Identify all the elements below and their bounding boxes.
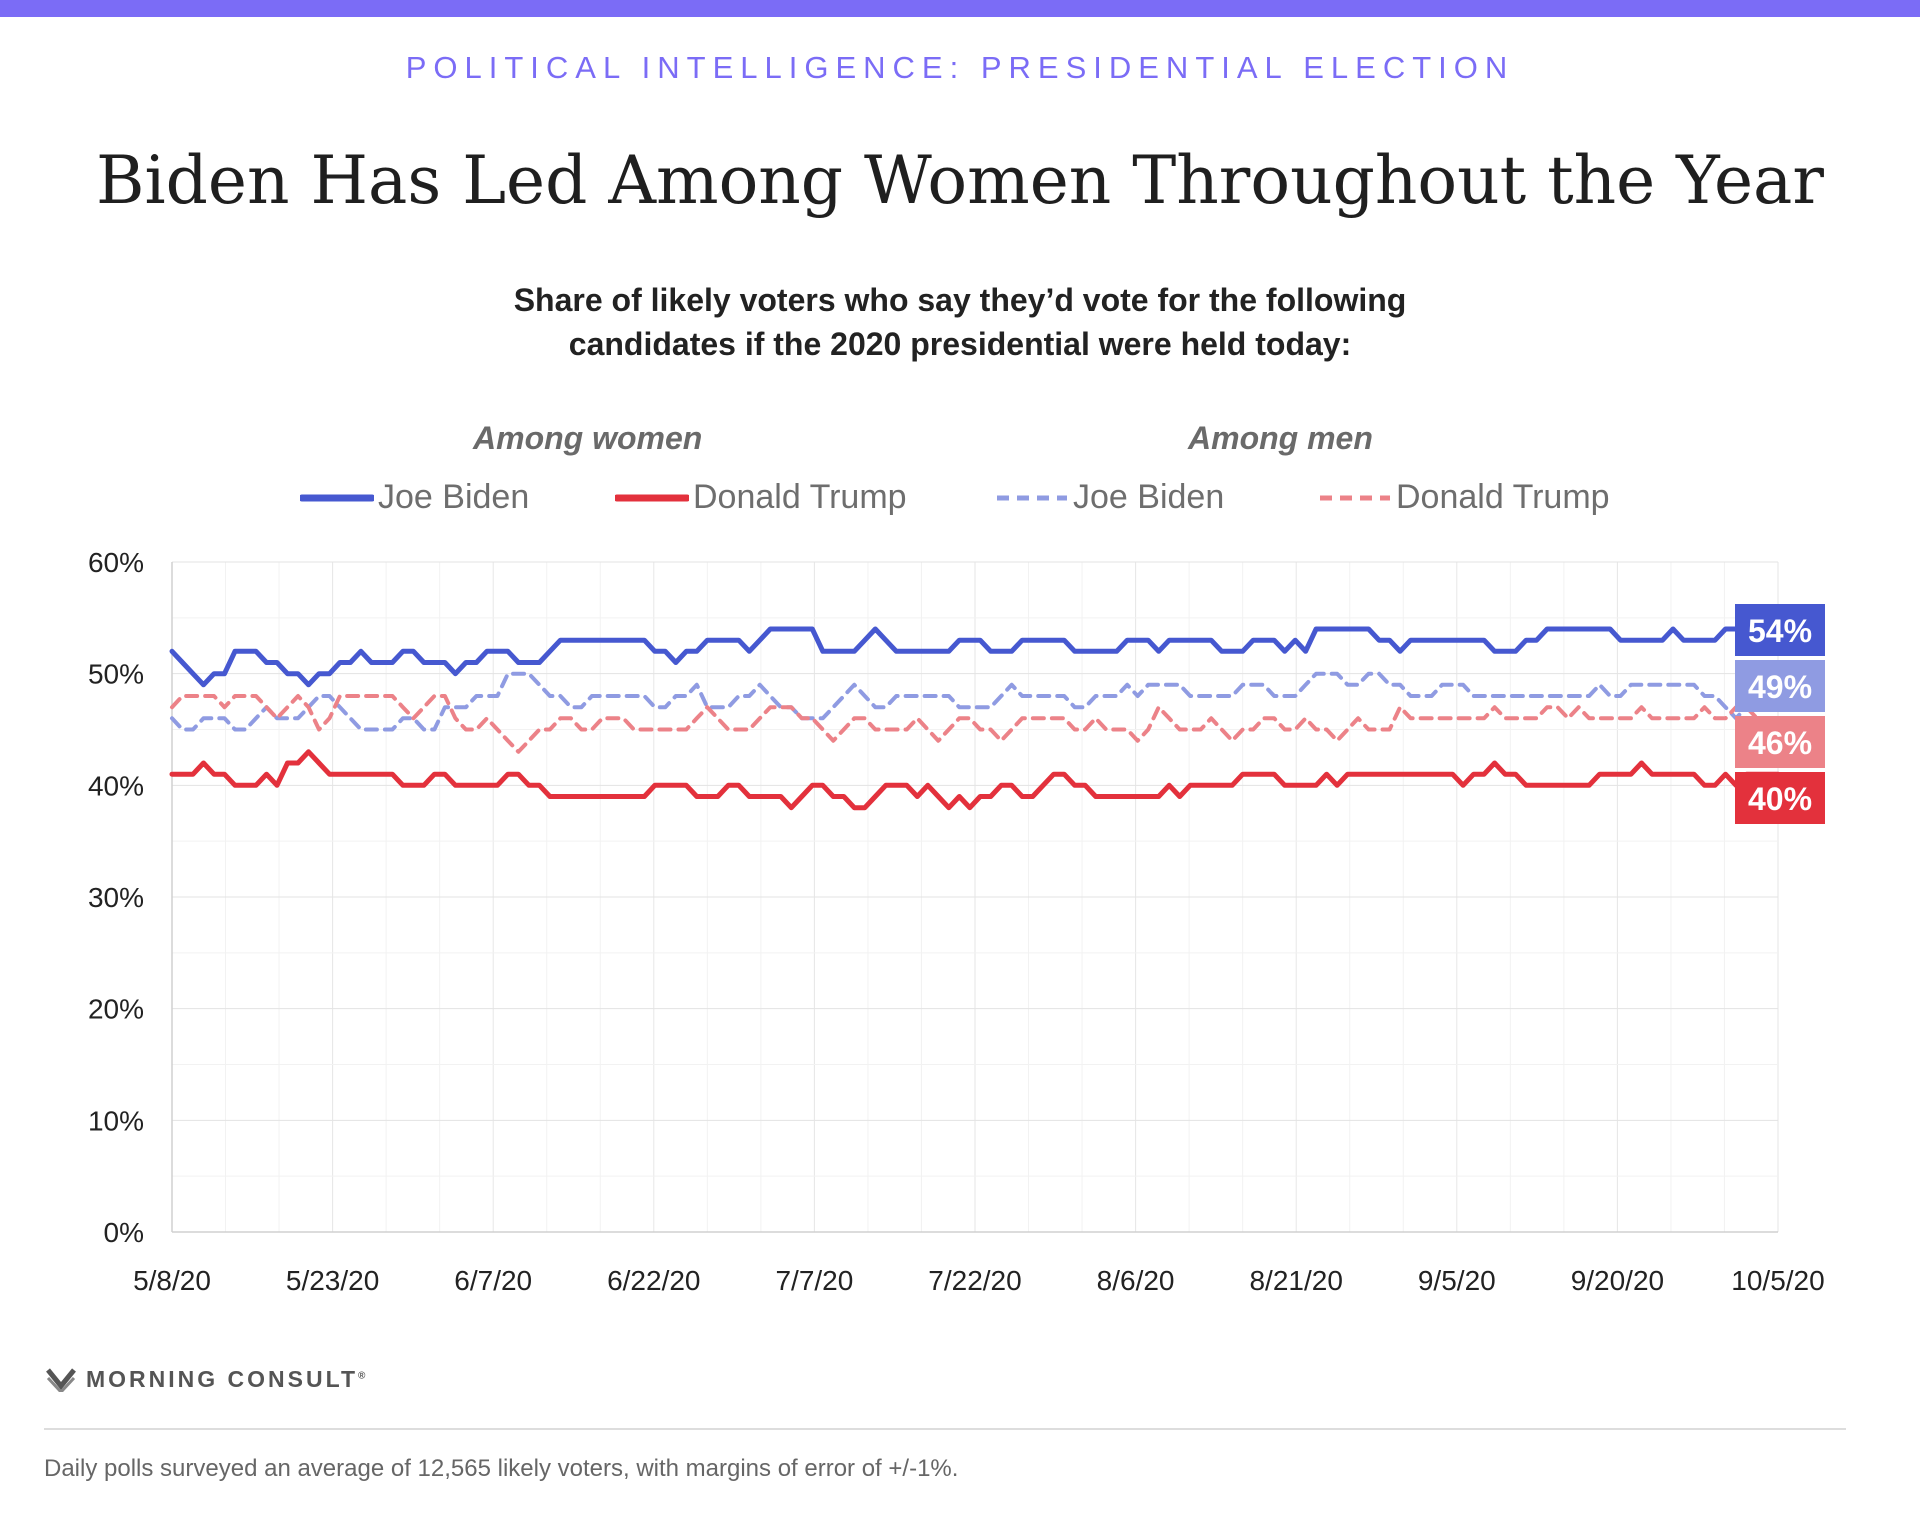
end-label: 40% [1748, 781, 1812, 817]
y-tick-label: 60% [88, 547, 144, 578]
logo-text: MORNING CONSULT® [86, 1366, 368, 1393]
morning-consult-logo-icon [46, 1368, 76, 1392]
y-tick-label: 30% [88, 882, 144, 913]
end-label: 49% [1748, 669, 1812, 705]
end-label: 54% [1748, 613, 1812, 649]
subtitle-line-1: Share of likely voters who say they’d vo… [513, 282, 1407, 318]
x-tick-label: 6/7/20 [454, 1265, 532, 1296]
kicker: POLITICAL INTELLIGENCE: PRESIDENTIAL ELE… [405, 50, 1515, 85]
y-tick-label: 10% [88, 1105, 144, 1136]
end-label-box [1735, 660, 1825, 712]
end-label: 46% [1748, 725, 1812, 761]
legend-group-women: Among women [473, 420, 703, 456]
logo-trademark: ® [358, 1370, 369, 1382]
top-accent-bar [0, 0, 1920, 17]
y-tick-label: 20% [88, 994, 144, 1025]
legend-swatch-trump-men [1320, 495, 1390, 501]
chart-subtitle: Share of likely voters who say they’d vo… [0, 278, 1920, 366]
x-tick-label: 10/5/20 [1731, 1265, 1824, 1296]
legend-swatch-trump-women [615, 494, 689, 502]
logo-wordmark: MORNING CONSULT [86, 1366, 359, 1392]
x-tick-label: 6/22/20 [607, 1265, 700, 1296]
y-tick-label: 50% [88, 659, 144, 690]
end-label-box [1735, 716, 1825, 768]
footnote: Daily polls surveyed an average of 12,56… [44, 1455, 959, 1482]
y-tick-label: 0% [104, 1217, 144, 1248]
legend-label-trump-men: Donald Trump [1396, 478, 1610, 516]
chart-title: Biden Has Led Among Women Throughout the… [96, 142, 1824, 219]
x-tick-label: 7/7/20 [775, 1265, 853, 1296]
footer-divider [44, 1428, 1846, 1430]
line-chart: 0% 10% 20% 30% 40% 50% 60% 5/8/20 5/23/20 6/7/20 6… [88, 547, 1825, 1296]
series-line-trump-men [170, 694, 1780, 754]
x-tick-label: 9/20/20 [1571, 1265, 1664, 1296]
series-line-trump-women [169, 749, 1781, 811]
end-label-box [1735, 772, 1825, 824]
x-tick-label: 5/23/20 [286, 1265, 379, 1296]
series-line-biden-women [169, 626, 1781, 688]
end-label-box [1735, 604, 1825, 656]
legend-swatch-biden-women [300, 494, 374, 502]
subtitle-line-2: candidates if the 2020 presidential were… [568, 326, 1352, 362]
legend-swatch-biden-men [997, 495, 1067, 501]
x-tick-label: 5/8/20 [133, 1265, 211, 1296]
x-tick-label: 9/5/20 [1418, 1265, 1496, 1296]
legend-label-trump-women: Donald Trump [693, 478, 907, 516]
x-tick-label: 8/6/20 [1097, 1265, 1175, 1296]
series-line-biden-men [170, 671, 1780, 732]
legend-label-biden-women: Joe Biden [378, 478, 530, 516]
x-tick-label: 7/22/20 [928, 1265, 1021, 1296]
legend-label-biden-men: Joe Biden [1073, 478, 1225, 516]
legend-group-men: Among men [1188, 420, 1373, 456]
x-tick-label: 8/21/20 [1249, 1265, 1342, 1296]
y-tick-label: 40% [88, 770, 144, 801]
